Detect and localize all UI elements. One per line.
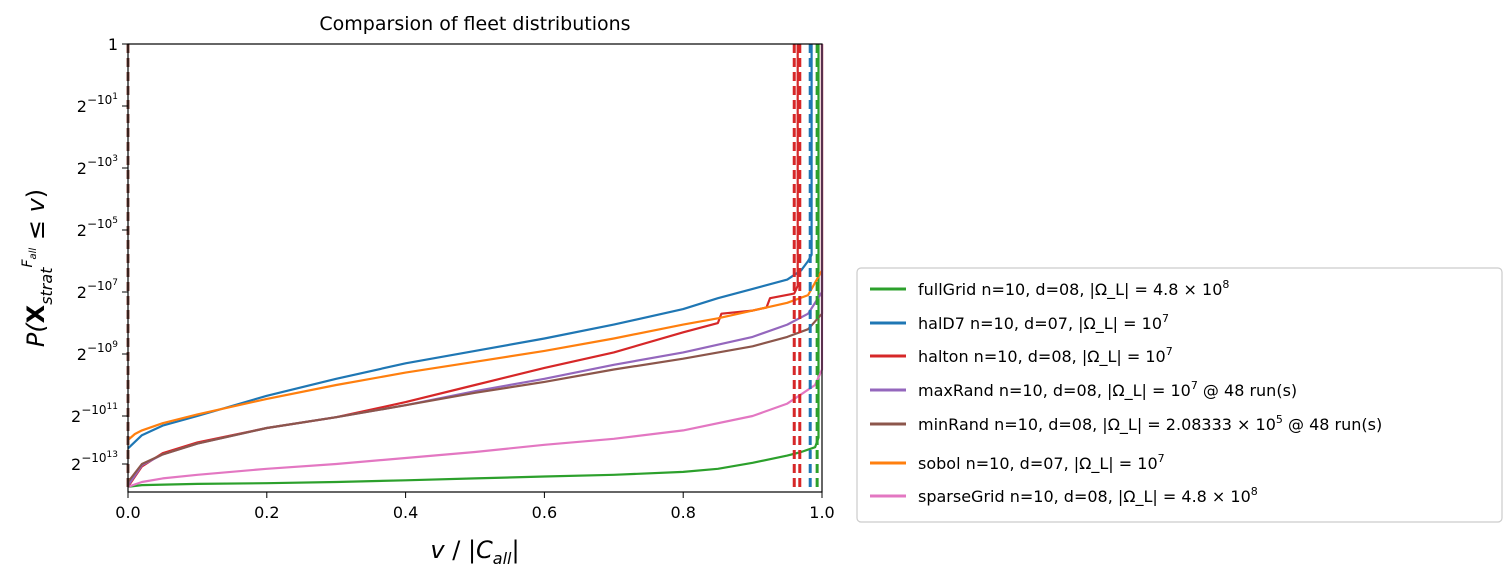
legend-label-6: sparseGrid n=10, d=08, |Ω_L| = 4.8 × 108	[918, 485, 1258, 507]
y-tick-label-7: 2−1013	[71, 450, 118, 474]
series-line-0	[127, 44, 820, 488]
x-tick-label-4: 0.8	[670, 503, 695, 522]
y-tick-label-4: 2−107	[77, 278, 118, 302]
y-tick-label-0: 1	[108, 35, 118, 54]
x-tick-label-0: 0.0	[115, 503, 140, 522]
legend: fullGrid n=10, d=08, |Ω_L| = 4.8 × 108 ha…	[856, 267, 1503, 523]
legend-label-1: halD7 n=10, d=07, |Ω_L| = 107	[918, 312, 1169, 334]
y-tick-label-1: 2−101	[77, 92, 118, 116]
y-tick-label-6: 2−1011	[71, 402, 118, 426]
series-line-3	[127, 44, 824, 487]
x-tick-label-2: 0.4	[393, 503, 418, 522]
legend-label-2: halton n=10, d=08, |Ω_L| = 107	[918, 345, 1173, 367]
legend-label-0: fullGrid n=10, d=08, |Ω_L| = 4.8 × 108	[918, 278, 1229, 300]
series-line-2	[127, 44, 799, 488]
series-line-5	[127, 44, 824, 441]
x-tick-label-5: 1.0	[809, 503, 834, 522]
legend-label-3: maxRand n=10, d=08, |Ω_L| = 107 @ 48 run…	[918, 379, 1297, 401]
series-line-4	[127, 44, 824, 483]
axes-frame	[127, 43, 823, 493]
axes: 0.0 0.2 0.4 0.6 0.8 1.0 1 2−101 2−103 2−105 2−107 2…	[20, 35, 835, 568]
plot-area	[126, 44, 824, 492]
x-tick-label-1: 0.2	[254, 503, 279, 522]
legend-label-4: minRand n=10, d=08, |Ω_L| = 2.08333 × 10…	[918, 413, 1382, 435]
y-tick-label-2: 2−103	[77, 154, 118, 178]
y-axis-label: P(XstratFall ≤ v)	[20, 189, 56, 347]
x-axis-label: v / |Call|	[430, 536, 519, 568]
y-tick-label-3: 2−105	[77, 216, 118, 240]
chart-title: Comparsion of fleet distributions	[319, 13, 630, 35]
series-line-6	[127, 44, 824, 488]
legend-label-5: sobol n=10, d=07, |Ω_L| = 107	[918, 452, 1165, 474]
legend-box	[856, 267, 1503, 523]
x-tick-label-3: 0.6	[532, 503, 557, 522]
series-line-1	[127, 44, 813, 450]
y-tick-label-5: 2−109	[77, 340, 119, 364]
